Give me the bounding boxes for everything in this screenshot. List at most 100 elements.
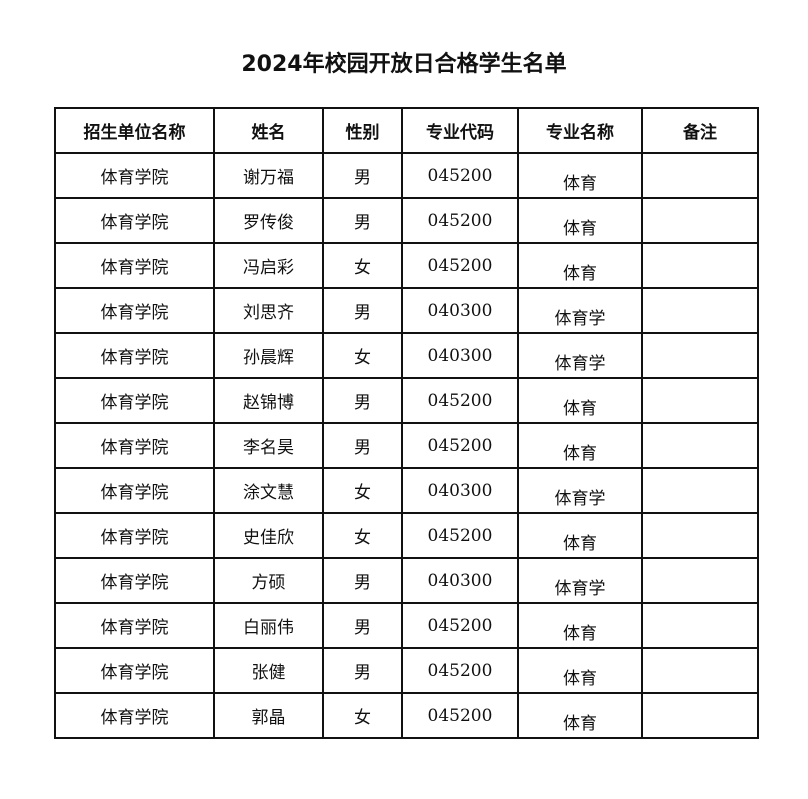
- cell-text: 045200: [427, 165, 493, 186]
- cell-unit: 体育学院: [54, 377, 215, 424]
- cell-major-name: 体育: [517, 422, 643, 469]
- cell-remarks: [641, 602, 759, 649]
- cell-text: 体育学: [554, 579, 606, 599]
- cell-text: 史佳欣: [243, 528, 294, 548]
- cell-major-name: 体育: [517, 197, 643, 244]
- cell-unit: 体育学院: [54, 467, 215, 514]
- cell-unit: 体育学院: [54, 242, 215, 289]
- cell-text: 体育学院: [100, 168, 169, 188]
- cell-gender: 男: [322, 602, 403, 649]
- cell-name: 张健: [213, 647, 324, 694]
- cell-text: 体育学院: [100, 528, 169, 548]
- cell-major-name: 体育: [517, 152, 643, 199]
- cell-remarks: [641, 287, 759, 334]
- cell-unit: 体育学院: [54, 152, 215, 199]
- cell-unit: 体育学院: [54, 332, 215, 379]
- cell-text: 045200: [427, 255, 493, 276]
- cell-text: 045200: [427, 705, 493, 726]
- cell-gender: 男: [322, 422, 403, 469]
- cell-major-code: 045200: [401, 197, 519, 244]
- cell-text: 体育学: [554, 309, 606, 329]
- table-row: 体育学院 刘思齐 男 040300 体育学: [54, 287, 759, 334]
- cell-remarks: [641, 242, 759, 289]
- cell-major-code: 040300: [401, 467, 519, 514]
- cell-name: 史佳欣: [213, 512, 324, 559]
- table-row: 体育学院 涂文慧 女 040300 体育学: [54, 467, 759, 514]
- cell-text: 体育: [563, 174, 597, 194]
- cell-text: 男: [354, 618, 371, 638]
- cell-text: 体育: [563, 624, 597, 644]
- cell-text: 孙晨辉: [243, 348, 294, 368]
- header-remarks: 备注: [641, 107, 759, 154]
- cell-text: 李名昊: [243, 438, 294, 458]
- cell-name: 白丽伟: [213, 602, 324, 649]
- cell-text: 045200: [427, 615, 493, 636]
- cell-major-code: 040300: [401, 287, 519, 334]
- cell-text: 男: [354, 213, 371, 233]
- cell-text: 体育学院: [100, 348, 169, 368]
- cell-text: 男: [354, 393, 371, 413]
- page-title: 2024年校园开放日合格学生名单: [241, 52, 567, 77]
- cell-text: 体育: [563, 219, 597, 239]
- cell-remarks: [641, 422, 759, 469]
- cell-major-name: 体育: [517, 512, 643, 559]
- header-unit: 招生单位名称: [54, 107, 215, 154]
- cell-name: 刘思齐: [213, 287, 324, 334]
- cell-remarks: [641, 647, 759, 694]
- cell-major-code: 045200: [401, 647, 519, 694]
- cell-text: 040300: [427, 570, 493, 591]
- cell-remarks: [641, 467, 759, 514]
- cell-gender: 女: [322, 512, 403, 559]
- cell-remarks: [641, 332, 759, 379]
- cell-unit: 体育学院: [54, 557, 215, 604]
- cell-gender: 男: [322, 197, 403, 244]
- student-table: 招生单位名称 姓名 性别 专业代码 专业名称 备注 体育学院 谢万福男 045200 体育 体育学…: [54, 107, 759, 739]
- cell-major-code: 040300: [401, 557, 519, 604]
- table-row: 体育学院 郭晶 女 045200 体育: [54, 692, 759, 739]
- cell-major-code: 045200: [401, 377, 519, 424]
- cell-text: 女: [354, 483, 371, 503]
- cell-text: 男: [354, 168, 371, 188]
- cell-text: 045200: [427, 660, 493, 681]
- cell-major-name: 体育学: [517, 287, 643, 334]
- cell-name: 涂文慧: [213, 467, 324, 514]
- cell-text: 刘思齐: [243, 303, 294, 323]
- cell-text: 女: [354, 348, 371, 368]
- cell-text: 体育: [563, 444, 597, 464]
- cell-remarks: [641, 152, 759, 199]
- cell-text: 体育: [563, 714, 597, 734]
- cell-text: 方硕: [251, 573, 286, 593]
- cell-text: 体育学: [554, 354, 606, 374]
- table-row: 体育学院 孙晨辉 女 040300 体育学: [54, 332, 759, 379]
- cell-text: 体育: [563, 669, 597, 689]
- cell-gender: 男: [322, 152, 403, 199]
- cell-major-code: 045200: [401, 512, 519, 559]
- cell-text: 体育: [563, 264, 597, 284]
- cell-text: 040300: [427, 300, 493, 321]
- cell-text: 040300: [427, 345, 493, 366]
- table-row: 体育学院 方硕 男 040300 体育学: [54, 557, 759, 604]
- cell-text: 男: [354, 573, 371, 593]
- cell-name: 赵锦博: [213, 377, 324, 424]
- cell-text: 体育学院: [100, 573, 169, 593]
- cell-text: 男: [354, 303, 371, 323]
- cell-name: 冯启彩: [213, 242, 324, 289]
- cell-unit: 体育学院: [54, 602, 215, 649]
- cell-major-name: 体育: [517, 692, 643, 739]
- cell-remarks: [641, 692, 759, 739]
- cell-unit: 体育学院: [54, 197, 215, 244]
- header-row: 招生单位名称 姓名 性别 专业代码 专业名称 备注: [54, 107, 759, 154]
- cell-text: 谢万福: [243, 168, 294, 188]
- cell-text: 冯启彩: [243, 258, 294, 278]
- cell-text: 体育: [563, 534, 597, 554]
- cell-text: 罗传俊: [243, 213, 294, 233]
- cell-major-name: 体育: [517, 242, 643, 289]
- header-major-code: 专业代码: [401, 107, 519, 154]
- cell-text: 体育学院: [100, 258, 169, 278]
- cell-text: 040300: [427, 480, 493, 501]
- header-gender: 性别: [322, 107, 403, 154]
- cell-gender: 男: [322, 287, 403, 334]
- cell-gender: 男: [322, 647, 403, 694]
- cell-unit: 体育学院: [54, 422, 215, 469]
- cell-text: 045200: [427, 210, 493, 231]
